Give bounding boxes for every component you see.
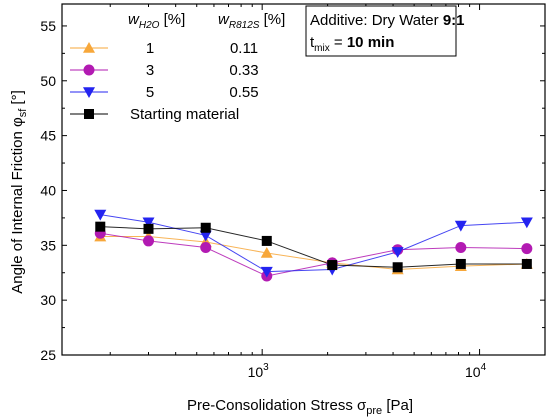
x-axis-label-sub: pre <box>366 405 382 417</box>
data-point-series-2 <box>391 247 404 258</box>
annotation-line1: Additive: Dry Water 9:1 <box>310 12 465 29</box>
y-tick-label: 50 <box>40 73 56 89</box>
legend-label-col2: 0.55 <box>229 84 258 101</box>
data-point-series-1 <box>521 243 533 255</box>
legend-marker-1 <box>83 64 95 76</box>
data-point-series-2 <box>520 217 533 229</box>
y-tick-label: 25 <box>40 347 56 363</box>
legend-label-col2: 0.11 <box>230 40 258 57</box>
data-point-series-2 <box>94 209 107 221</box>
x-axis-label-main: Pre-Consolidation Stress σ <box>187 397 367 414</box>
legend-marker-0 <box>83 42 95 53</box>
data-point-series-2 <box>142 217 155 229</box>
data-point-series-3 <box>200 222 211 233</box>
annotation-box <box>305 5 457 57</box>
data-point-series-1 <box>200 242 212 254</box>
legend-label-col1: Starting material <box>130 106 239 123</box>
legend-label-col1: 3 <box>146 62 154 79</box>
data-point-series-2 <box>199 230 212 242</box>
data-point-series-3 <box>521 258 532 269</box>
legend-label-col1: 1 <box>146 40 154 57</box>
data-point-series-1 <box>143 235 155 247</box>
data-point-series-2 <box>260 266 273 278</box>
series-line-2 <box>100 214 527 273</box>
series-line-3 <box>100 226 527 268</box>
legend-marker-2 <box>83 87 95 98</box>
x-tick-label: 103 <box>248 362 270 380</box>
y-axis-label-unit: [°] <box>9 90 26 109</box>
data-point-series-0 <box>260 246 273 258</box>
series-line-0 <box>100 236 527 270</box>
legend-marker-3 <box>84 109 94 119</box>
y-axis-label-sub: sf <box>17 108 29 118</box>
x-axis-label: Pre-Consolidation Stress σpre [Pa] <box>187 397 413 417</box>
x-tick-label: 104 <box>465 362 487 380</box>
data-point-series-3 <box>95 221 106 232</box>
plot-frame <box>61 3 546 356</box>
annotation-line2: tmix = 10 min <box>310 34 394 54</box>
y-tick-label: 45 <box>40 128 56 144</box>
y-tick-label: 40 <box>40 182 56 198</box>
data-point-series-3 <box>327 260 338 271</box>
y-axis-label-main: Angle of Internal Friction φ <box>9 117 26 294</box>
y-axis-label: Angle of Internal Friction φsf [°] <box>9 90 29 294</box>
data-point-series-2 <box>454 220 467 232</box>
series-line-1 <box>100 232 527 277</box>
data-point-series-3 <box>392 262 403 273</box>
x-axis-label-unit: [Pa] <box>382 397 413 414</box>
y-tick-label: 30 <box>40 292 56 308</box>
legend-label-col1: 5 <box>146 84 154 101</box>
legend-header-col1: wH2O [%] <box>128 11 185 31</box>
y-tick-label: 55 <box>40 18 56 34</box>
data-point-series-3 <box>261 235 272 246</box>
legend-header-col2: wR812S [%] <box>218 11 285 31</box>
legend-label-col2: 0.33 <box>229 62 258 79</box>
y-tick-label: 35 <box>40 237 56 253</box>
data-point-series-3 <box>143 223 154 234</box>
data-point-series-1 <box>455 242 467 254</box>
data-point-series-3 <box>455 258 466 269</box>
